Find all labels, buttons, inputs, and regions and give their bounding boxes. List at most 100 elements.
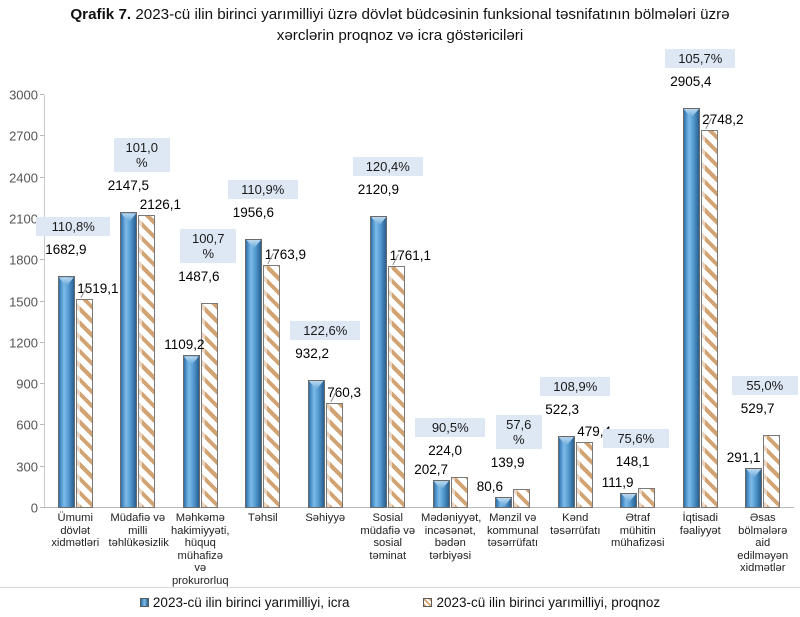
chart-title-rest: 2023-cü ilin birinci yarımilliyi üzrə dö… [131,6,730,44]
legend-item-proqnoz[interactable]: 2023-cü ilin birinci yarımilliyi, proqno… [423,595,660,610]
y-axis-tick-label: 900 [16,376,38,392]
bar-icra[interactable] [370,216,388,508]
category-label: Mənzil və kommunal təsərrüfatı [486,512,539,550]
ratio-label: 57,6 % [495,414,542,449]
bar-proqnoz[interactable] [700,129,718,508]
y-axis-tick-mark [40,135,44,137]
value-label-icra: 522,3 [545,402,580,418]
chart-legend: 2023-cü ilin birinci yarımilliyi, icra 2… [0,587,800,613]
value-label-icra: 1109,2 [164,337,205,353]
bar-icra[interactable] [745,467,763,508]
value-label-proqnoz: 479,4 [577,424,612,440]
value-label-proqnoz: 2126,1 [139,197,182,213]
y-axis-tick-label: 1200 [9,335,38,351]
y-axis-tick-label: 2400 [9,170,38,186]
legend-label: 2023-cü ilin birinci yarımilliyi, icra [152,594,350,610]
plot-inner: 0 300 600 900 1200 1500 1800 2100 2400 2700 3000 11… [9,49,798,516]
category-label: Sosial müdafiə və sosial təminat [360,512,416,562]
bar-icra[interactable] [307,379,325,508]
bar-icra[interactable] [495,496,513,508]
category-label: Ətraf mühitin mühafizəsi [611,512,665,550]
value-label-icra: 932,2 [295,345,330,361]
bar-proqnoz[interactable] [325,403,343,508]
value-label-proqnoz: 529,7 [740,401,775,417]
bar-proqnoz[interactable] [763,435,781,508]
value-label-icra: 111,9 [601,474,634,490]
bar-icra[interactable] [182,355,200,508]
category-label: Mədəniyyət, incəsənət, bədən tərbiyəsi [421,512,482,562]
value-label-proqnoz: 148,1 [615,453,650,469]
bar-proqnoz[interactable] [138,215,156,508]
bar-group [495,95,531,508]
value-label-proqnoz: 1763,9 [264,247,307,263]
category-label: Əsas bölmələrə aid edilməyən xidmətlər [737,512,789,575]
category-label: Müdafiə və milli təhlükəsizlik [108,512,169,550]
y-axis-tick-mark [40,424,44,426]
bar-proqnoz[interactable] [575,442,593,508]
y-axis-tick-mark [40,341,44,343]
bar-group [182,95,218,508]
bar-proqnoz[interactable] [75,298,93,508]
bar-icra[interactable] [682,108,700,508]
value-label-proqnoz: 139,9 [490,454,525,470]
bar-group [620,95,656,508]
y-axis-tick-label: 2100 [9,211,38,227]
x-axis-line [44,507,794,508]
bar-icra[interactable] [120,212,138,508]
y-axis-tick-mark [40,383,44,385]
legend-item-icra[interactable]: 2023-cü ilin birinci yarımilliyi, icra [139,594,350,610]
bar-icra[interactable] [432,480,450,508]
plot-area: 0 300 600 900 1200 1500 1800 2100 2400 2700 3000 11… [9,49,798,516]
y-axis-tick-mark [40,465,44,467]
ratio-label: 55,0% [731,376,798,396]
bar-proqnoz[interactable] [638,487,656,508]
legend-label: 2023-cü ilin birinci yarımilliyi, proqno… [436,594,661,610]
value-label-icra: 291,1 [726,449,761,465]
value-label-icra: 2147,5 [107,178,150,194]
ratio-label: 101,0 % [113,138,170,173]
y-axis-tick-mark [40,259,44,261]
ratio-label: 108,9% [540,377,611,397]
ratio-label: 122,6% [290,320,361,340]
y-axis-tick-label: 300 [16,459,38,475]
bar-group [245,95,281,508]
bar-icra[interactable] [57,276,75,508]
y-axis-tick-mark [40,94,44,95]
ratio-label: 100,7 % [180,229,237,264]
value-label-icra: 80,6 [476,478,504,494]
value-label-icra: 2120,9 [357,182,400,198]
bar-group [370,95,406,508]
y-axis-tick-mark [40,300,44,302]
y-axis-line [44,95,45,508]
category-label: Məhkəmə hakimiyyəti, hüquq mühafizə və p… [171,512,230,587]
bar-proqnoz[interactable] [450,477,468,508]
value-label-icra: 1956,6 [232,204,275,220]
bar-proqnoz[interactable] [263,265,281,508]
y-axis-tick-label: 1800 [9,252,38,268]
value-label-icra: 1682,9 [45,242,87,258]
bar-group [307,95,343,508]
bar-group [557,95,593,508]
value-label-icra: 202,7 [414,462,449,478]
ratio-label: 110,9% [227,179,298,199]
category-label: Kənd təsərrüfatı [550,512,601,537]
category-label: İqtisadi fəaliyyət [679,512,721,537]
y-axis-tick-mark [40,176,44,178]
bar-group [57,95,93,508]
bar-icra[interactable] [557,436,575,508]
bar-proqnoz[interactable] [388,265,406,508]
bar-proqnoz[interactable] [513,488,531,508]
y-axis-tick-label: 600 [16,417,38,433]
value-label-proqnoz: 2748,2 [702,111,744,127]
bar-group [745,95,781,508]
bar-proqnoz[interactable] [200,303,218,508]
bar-icra[interactable] [620,492,638,508]
value-label-icra: 2905,4 [670,74,712,90]
value-label-proqnoz: 224,0 [428,443,463,459]
ratio-label: 105,7% [665,49,736,69]
bar-group [682,95,718,508]
category-label: Təhsil [247,512,278,524]
ratio-label: 120,4% [352,157,423,177]
bar-group [432,95,468,508]
bar-icra[interactable] [245,238,263,508]
